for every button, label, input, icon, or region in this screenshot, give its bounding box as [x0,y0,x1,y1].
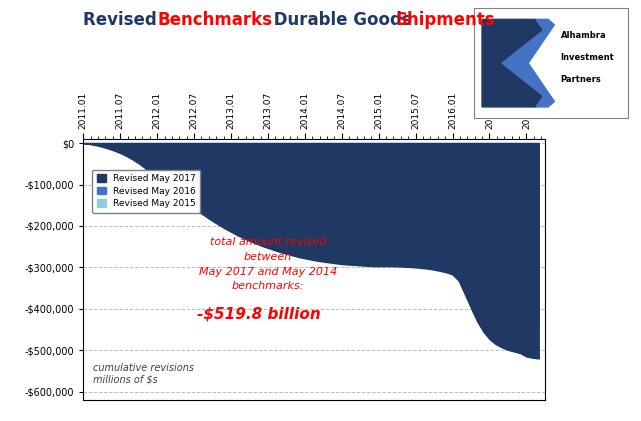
Text: -$519.8 billion: -$519.8 billion [197,306,320,321]
Text: cumulative revisions
millions of $s: cumulative revisions millions of $s [92,362,194,384]
Text: Shipments: Shipments [396,11,495,29]
Text: Durable Goods: Durable Goods [268,11,417,29]
Text: Revised: Revised [83,11,163,29]
Text: total amount revised
between
May 2017 and May 2014
benchmarks:: total amount revised between May 2017 an… [199,237,337,291]
Text: Partners: Partners [560,75,601,84]
Polygon shape [502,19,554,107]
Polygon shape [482,19,544,107]
Legend: Revised May 2017, Revised May 2016, Revised May 2015: Revised May 2017, Revised May 2016, Revi… [92,170,201,213]
Text: Benchmarks: Benchmarks [157,11,272,29]
Text: Alhambra: Alhambra [560,31,606,40]
Text: Investment: Investment [560,53,614,62]
